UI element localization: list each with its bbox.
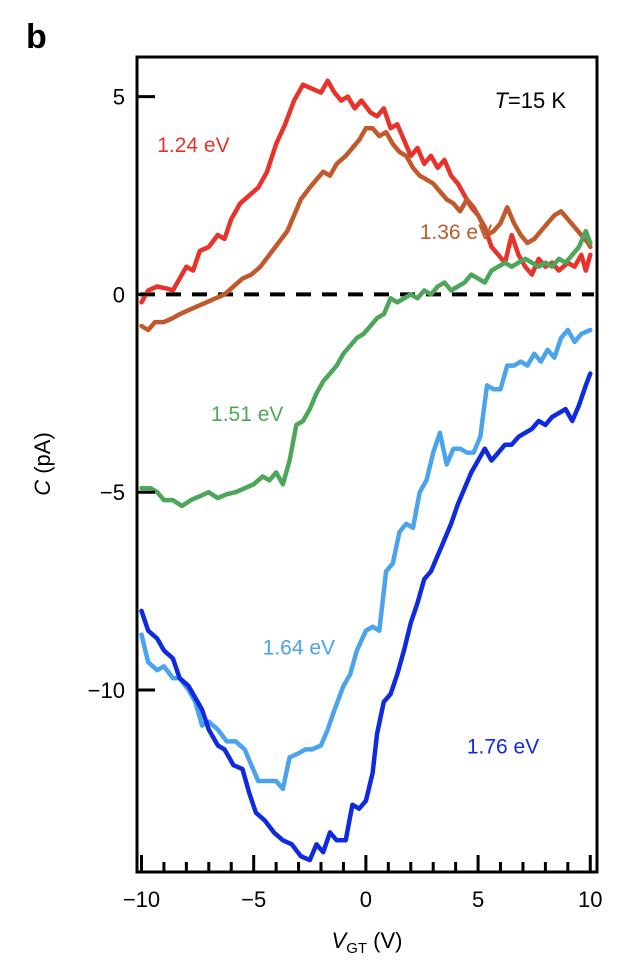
series-label-5: 1.76 eV bbox=[467, 735, 539, 758]
series-line-5 bbox=[139, 371, 593, 863]
series-line-2 bbox=[139, 125, 593, 333]
series-label-1: 1.24 eV bbox=[157, 134, 229, 157]
y-axis-ticks: 5 0 −5 −10 bbox=[88, 85, 155, 703]
y-tick-label: 0 bbox=[113, 282, 125, 307]
x-axis-subscript: GT bbox=[346, 940, 367, 957]
series-line-3 bbox=[139, 228, 593, 509]
series-labels: 1.24 eV 1.36 eV 1.51 eV 1.64 eV 1.76 eV bbox=[157, 134, 539, 758]
series-layer bbox=[139, 78, 593, 863]
x-axis-title: VGT (V) bbox=[332, 928, 403, 957]
x-tick-label: 0 bbox=[360, 887, 372, 912]
x-tick-label: 10 bbox=[578, 887, 602, 912]
temperature-value: =15 K bbox=[508, 88, 566, 113]
x-tick-label: −5 bbox=[241, 887, 266, 912]
series-line-4 bbox=[139, 327, 593, 792]
y-axis-variable: C bbox=[30, 480, 55, 496]
y-tick-label: −10 bbox=[88, 678, 125, 703]
temperature-symbol: T bbox=[494, 88, 509, 113]
series-label-3: 1.51 eV bbox=[211, 403, 283, 426]
y-tick-label: 5 bbox=[113, 85, 125, 110]
y-axis-unit: (pA) bbox=[30, 432, 55, 480]
panel-letter: b bbox=[26, 18, 47, 56]
series-label-2: 1.36 eV bbox=[420, 221, 492, 244]
x-axis-ticks: −10 −5 0 5 10 bbox=[123, 855, 603, 912]
x-tick-label: −10 bbox=[123, 887, 160, 912]
y-tick-label: −5 bbox=[100, 480, 125, 505]
series-line-1 bbox=[139, 78, 593, 305]
y-axis-title: C (pA) bbox=[30, 432, 55, 496]
x-axis-unit: (V) bbox=[367, 928, 402, 953]
x-axis-variable: V bbox=[332, 928, 349, 953]
temperature-annotation: T=15 K bbox=[494, 88, 566, 113]
series-label-4: 1.64 eV bbox=[263, 636, 335, 659]
x-tick-label: 5 bbox=[472, 887, 484, 912]
